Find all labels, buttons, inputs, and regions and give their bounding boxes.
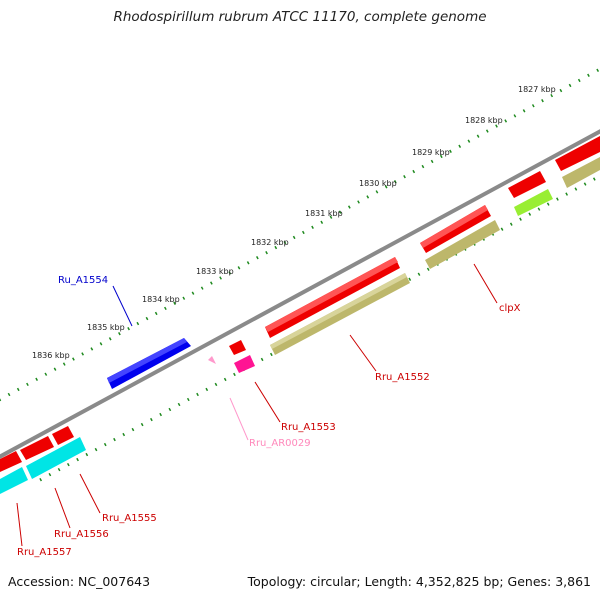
genome-summary-text: Topology: circular; Length: 4,352,825 bp…: [247, 574, 591, 589]
ruler-label-1833: 1833 kbp: [196, 267, 234, 276]
cds-rru-a1553: [229, 340, 246, 355]
cog-band-cyan-2: [0, 467, 28, 494]
cds-right-2: [555, 136, 600, 171]
feature-labels: Ru_A1554 Rru_A1552 clpX Rru_A1553 Rru_AR…: [17, 275, 521, 558]
label-ru-a1554: Ru_A1554: [58, 275, 108, 286]
ruler-label-1836: 1836 kbp: [32, 351, 70, 360]
ruler-label-1835: 1835 kbp: [87, 323, 125, 332]
ruler-label-1834: 1834 kbp: [142, 295, 180, 304]
cog-band-magenta: [234, 355, 255, 373]
ruler-label-1830: 1830 kbp: [359, 179, 397, 188]
cds-features: [0, 136, 600, 494]
label-clpx: clpX: [499, 303, 521, 314]
accession-text: Accession: NC_007643: [8, 574, 151, 589]
map-title: Rhodospirillum rubrum ATCC 11170, comple…: [113, 9, 487, 25]
label-rru-ar0029: Rru_AR0029: [249, 438, 311, 449]
label-rru-a1553: Rru_A1553: [281, 422, 336, 433]
cog-band-clpx: [425, 220, 500, 269]
label-rru-a1556: Rru_A1556: [54, 529, 109, 540]
inner-ruler-ticks: [39, 174, 600, 482]
ruler-label-1831: 1831 kbp: [305, 209, 343, 218]
ruler-label-1827: 1827 kbp: [518, 85, 556, 94]
cds-rru-a1556: [20, 436, 54, 460]
genome-backbone: [0, 129, 600, 459]
cds-rru-a1555: [52, 426, 74, 445]
outer-ruler-ticks: [0, 67, 600, 402]
label-leaders: [16, 263, 498, 547]
label-rru-a1555: Rru_A1555: [102, 513, 157, 524]
ruler-labels: 1827 kbp 1828 kbp 1829 kbp 1830 kbp 1831…: [32, 85, 556, 360]
label-rru-a1552: Rru_A1552: [375, 372, 430, 383]
cog-band-right-olive: [562, 157, 600, 188]
label-rru-a1557: Rru_A1557: [17, 547, 72, 558]
ruler-label-1832: 1832 kbp: [251, 238, 289, 247]
cog-band-cyan-1: [26, 437, 86, 479]
ruler-label-1828: 1828 kbp: [465, 116, 503, 125]
cog-band-lime: [514, 189, 553, 216]
rna-rru-ar0029: [208, 356, 216, 364]
cds-right-1: [508, 171, 546, 198]
ruler-label-1829: 1829 kbp: [412, 148, 450, 157]
cds-rru-a1557: [0, 451, 22, 472]
